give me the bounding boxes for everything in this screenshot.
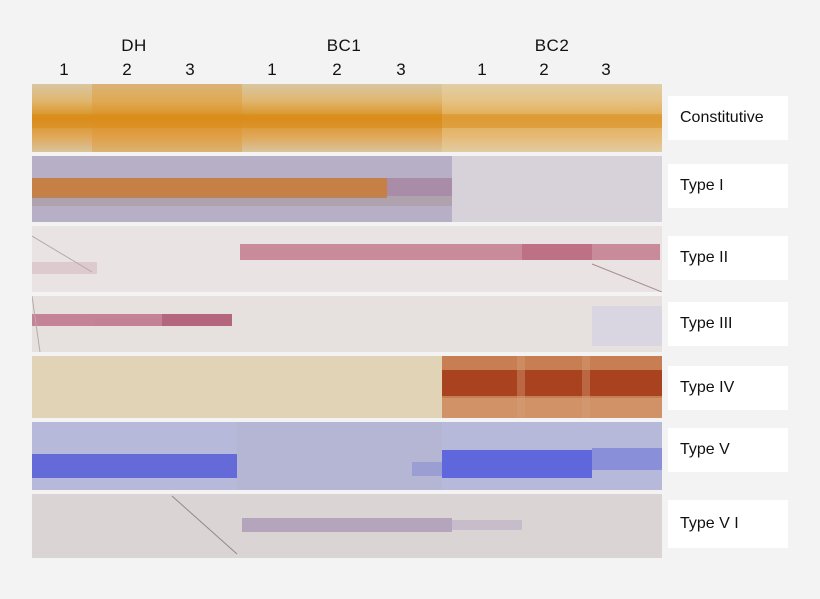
- group-label-dh: DH: [121, 36, 147, 55]
- row-label-constitutive: Constitutive: [668, 96, 788, 140]
- lane-label-dh-1: 1: [59, 60, 69, 79]
- lane-label-dh-2: 2: [122, 60, 132, 79]
- gel-strip-type-v: [32, 422, 662, 490]
- band-image-type-iv: [32, 356, 662, 418]
- gel-strip-constitutive: [32, 84, 662, 152]
- lane-label-bc1-3: 3: [396, 60, 406, 79]
- row-label-type-iii: Type III: [668, 302, 788, 346]
- band-image-type-i: [32, 156, 662, 222]
- band-image-type-vi: [32, 494, 662, 558]
- lane-label-dh-3: 3: [185, 60, 195, 79]
- group-label-bc1: BC1: [326, 36, 362, 55]
- row-label-type-iv: Type IV: [668, 366, 788, 410]
- group-label-bc2: BC2: [534, 36, 570, 55]
- row-label-type-ii: Type II: [668, 236, 788, 280]
- gel-strip-type-iii: [32, 296, 662, 352]
- band-image-constitutive: [32, 84, 662, 152]
- gel-strip-type-ii: [32, 226, 662, 292]
- lane-label-bc1-1: 1: [267, 60, 277, 79]
- lane-label-bc2-2: 2: [539, 60, 549, 79]
- row-label-type-i: Type I: [668, 164, 788, 208]
- gel-strip-type-vi: [32, 494, 662, 558]
- band-image-type-ii: [32, 226, 662, 292]
- lane-label-bc2-1: 1: [477, 60, 487, 79]
- band-image-type-iii: [32, 296, 662, 352]
- row-label-type-vi: Type V I: [668, 500, 788, 548]
- row-label-type-v: Type V: [668, 428, 788, 472]
- band-image-type-v: [32, 422, 662, 490]
- lane-label-bc1-2: 2: [332, 60, 342, 79]
- gel-strip-type-iv: [32, 356, 662, 418]
- gel-strip-type-i: [32, 156, 662, 222]
- lane-label-bc2-3: 3: [601, 60, 611, 79]
